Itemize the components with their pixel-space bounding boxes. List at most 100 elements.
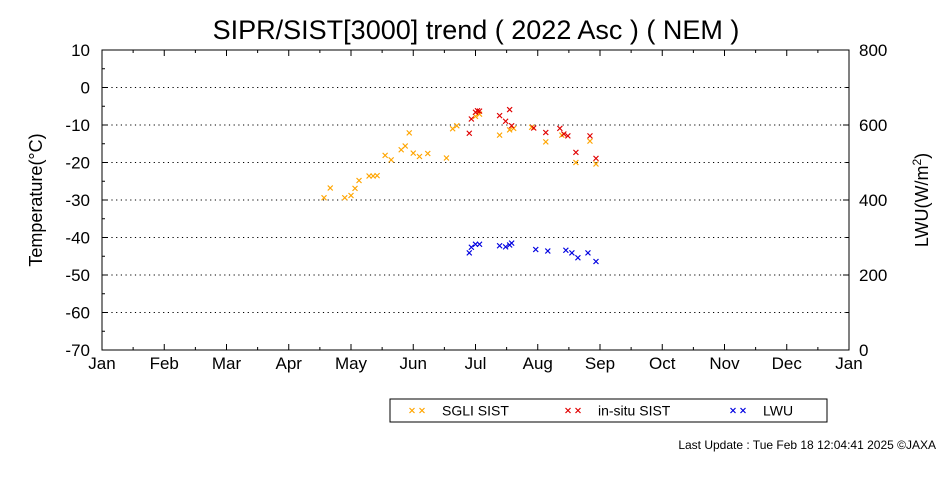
data-point [508,240,515,247]
data-point [402,143,409,149]
data-points [321,106,599,265]
x-tick-label: Dec [772,354,803,373]
legend-label: SGLI SIST [442,403,509,419]
data-point [587,138,593,145]
grid-lines [102,87,849,313]
y-right-tick-label: 800 [859,41,887,60]
data-point [453,122,460,129]
y-right-label-superscript: 2 [910,159,924,166]
data-point [506,126,513,133]
data-point [542,138,549,145]
data-point [562,247,569,254]
data-point [593,155,599,162]
y-left-tick-label: -40 [65,229,90,248]
data-point [530,125,537,131]
data-point [466,249,473,256]
data-point [356,177,362,184]
y-left-tick-label: -10 [65,116,90,135]
axis-ticks [101,49,850,351]
y-left-tick-label: 0 [81,79,90,98]
legend: SGLI SIST in-situ SIST LWU [389,398,828,423]
data-point [321,194,327,201]
data-point [348,192,354,199]
data-point [532,246,539,253]
x-tick-label: Oct [649,354,676,373]
data-point [542,129,549,136]
x-tick-label: Sep [585,354,615,373]
y-left-tick-label: -60 [65,304,90,323]
data-point [502,243,509,250]
x-tick-label: Jun [400,354,427,373]
y-right-tick-labels: 800 600 400 200 0 [859,41,887,360]
legend-marker [575,407,581,414]
data-point [424,150,431,157]
data-point [468,244,475,251]
data-point [574,254,581,261]
data-point [476,108,483,115]
series-in-situ-sist [466,106,599,162]
y-right-label-suffix: ) [912,153,932,159]
x-tick-label: Apr [276,354,303,373]
data-point [410,150,417,157]
data-point [496,112,503,119]
data-point [502,118,509,125]
data-point [564,132,571,139]
legend-marker [740,407,746,414]
data-point [568,249,575,256]
data-point [556,125,563,132]
y-left-tick-label: 10 [71,41,90,60]
data-point [449,125,456,132]
y-right-tick-label: 200 [859,266,887,285]
data-point [466,130,473,137]
data-point [382,152,389,159]
y-left-tick-label: -70 [65,341,90,360]
legend-marker [409,407,415,414]
data-point [593,258,599,265]
data-point [406,129,413,136]
legend-label: LWU [763,403,793,419]
y-right-tick-label: 600 [859,116,887,135]
x-tick-label: May [335,354,368,373]
chart-title: SIPR/SIST[3000] trend ( 2022 Asc ) ( NEM… [213,15,740,45]
data-point [593,161,599,167]
y-right-axis-label: LWU(W/m2) [910,153,932,247]
data-point [374,172,381,179]
x-tick-label: Nov [709,354,740,373]
data-point [474,107,481,114]
y-right-tick-label: 400 [859,191,887,210]
x-tick-label: Feb [150,354,179,373]
x-tick-label: Mar [212,354,242,373]
data-point [443,155,450,161]
y-left-tick-label: -20 [65,154,90,173]
data-point [572,149,579,156]
data-point [560,131,567,137]
y-left-tick-labels: 10 0 -10 -20 -30 -40 -50 -60 -70 [65,41,90,360]
data-point [544,248,551,254]
x-tick-label: Jul [465,354,487,373]
y-left-tick-label: -30 [65,191,90,210]
last-update-text: Last Update : Tue Feb 18 12:04:41 2025 ©… [678,438,936,452]
data-point [327,185,334,191]
x-tick-label: Jan [835,354,862,373]
data-point [388,156,395,163]
x-tick-label: Aug [523,354,553,373]
legend-label: in-situ SIST [598,403,671,419]
data-point [572,159,579,166]
legend-marker [419,407,425,414]
y-right-tick-label: 0 [859,341,868,360]
legend-marker [565,407,571,414]
data-point [476,241,483,248]
data-point [416,153,423,160]
y-left-tick-label: -50 [65,266,90,285]
data-point [496,132,503,139]
y-right-label-prefix: LWU(W/m [912,166,932,248]
legend-marker [730,407,736,414]
legend-box [389,398,828,423]
series-lwu [466,240,599,265]
x-tick-label: Jan [88,354,115,373]
data-point [352,185,358,192]
data-point [468,116,475,122]
data-point [587,132,593,139]
x-axis-tick-labels: Jan Feb Mar Apr May Jun Jul Aug Sep Oct Nov Dec Jan [88,354,862,373]
